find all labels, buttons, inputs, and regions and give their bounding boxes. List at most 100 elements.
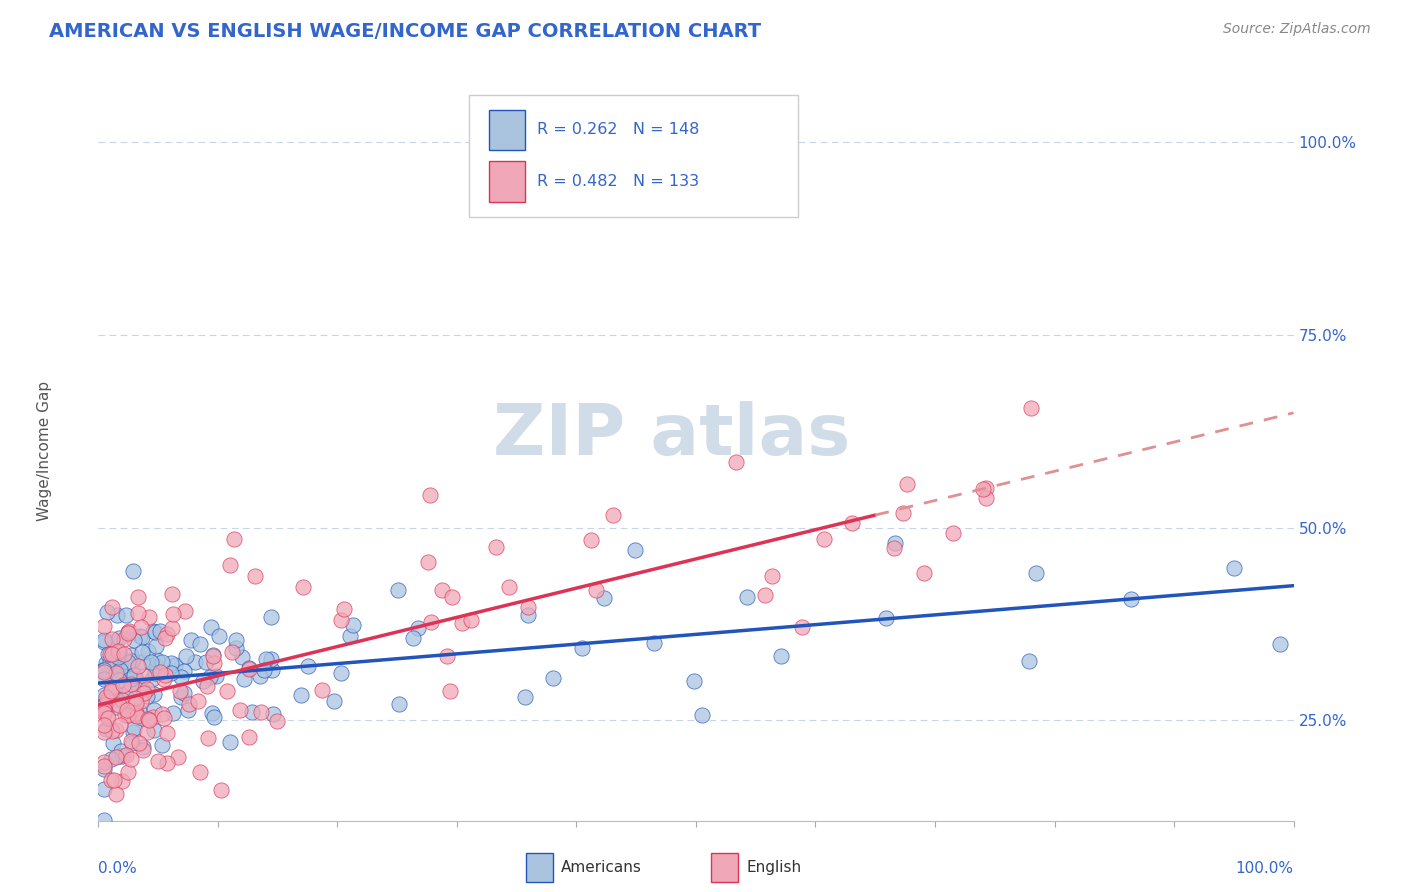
Bar <box>489 161 524 202</box>
Point <box>262 706 284 721</box>
Point <box>121 735 143 749</box>
Point <box>129 694 152 708</box>
Point <box>260 610 283 624</box>
Point <box>96 605 118 619</box>
Point <box>202 656 225 670</box>
Point <box>145 653 167 667</box>
Point <box>112 669 135 683</box>
Point <box>93 619 115 633</box>
Point <box>153 668 176 682</box>
Point <box>624 543 647 558</box>
FancyBboxPatch shape <box>470 95 797 218</box>
Point <box>156 627 179 641</box>
Point <box>225 641 247 656</box>
Point <box>122 671 145 685</box>
Point <box>884 535 907 549</box>
Point <box>229 703 252 717</box>
Point <box>93 762 115 776</box>
Point <box>406 621 429 635</box>
Point <box>101 685 124 699</box>
Point <box>451 615 474 630</box>
Point <box>117 624 139 639</box>
Point <box>240 705 263 719</box>
Point <box>159 666 181 681</box>
Point <box>149 624 172 639</box>
Point <box>1025 566 1047 581</box>
Point <box>517 608 540 623</box>
Text: English: English <box>747 860 801 875</box>
Point <box>131 655 153 669</box>
Point <box>94 698 117 712</box>
Point <box>114 669 136 683</box>
Point <box>132 743 155 757</box>
Point <box>108 663 131 677</box>
Point <box>875 611 897 625</box>
Point <box>266 714 288 728</box>
Point <box>125 672 148 686</box>
Point <box>132 686 155 700</box>
Point <box>602 508 624 522</box>
Point <box>124 706 146 720</box>
Point <box>93 701 115 715</box>
Point <box>402 631 425 645</box>
Point <box>160 587 183 601</box>
Point <box>219 558 242 573</box>
Point <box>972 482 994 496</box>
Point <box>97 691 120 706</box>
Point <box>93 688 115 702</box>
Point <box>128 736 150 750</box>
Point <box>162 706 184 720</box>
Point <box>128 628 150 642</box>
Point <box>120 672 142 686</box>
Point <box>841 516 863 530</box>
Point <box>124 668 146 682</box>
Point <box>131 645 153 659</box>
Point <box>682 673 704 688</box>
Point <box>93 662 115 676</box>
Point <box>138 610 160 624</box>
Point <box>107 698 129 713</box>
Point <box>117 703 139 717</box>
Point <box>201 648 224 663</box>
Point <box>770 649 793 664</box>
Point <box>419 488 441 502</box>
Point <box>117 655 139 669</box>
Point <box>184 656 207 670</box>
Point <box>101 680 124 694</box>
Point <box>122 725 145 739</box>
Point <box>585 583 607 598</box>
Text: R = 0.262   N = 148: R = 0.262 N = 148 <box>537 122 699 137</box>
Point <box>388 698 411 712</box>
Point <box>169 684 191 698</box>
Point <box>131 711 153 725</box>
Point <box>93 634 115 648</box>
Point <box>93 695 115 709</box>
Point <box>141 672 163 686</box>
Point <box>93 703 115 717</box>
Point <box>108 663 131 677</box>
Point <box>460 613 482 627</box>
Point <box>231 649 253 664</box>
Point <box>117 708 139 723</box>
Point <box>187 694 209 708</box>
Point <box>136 644 159 658</box>
Point <box>735 590 758 604</box>
Point <box>142 723 165 738</box>
Point <box>238 661 260 675</box>
Point <box>146 754 169 768</box>
Point <box>121 564 143 578</box>
Point <box>571 640 593 655</box>
Point <box>1021 401 1043 416</box>
Point <box>330 665 353 680</box>
Point <box>122 708 145 723</box>
Point <box>124 691 146 706</box>
Point <box>891 506 914 520</box>
Point <box>311 682 333 697</box>
Point <box>238 662 260 676</box>
Point <box>233 672 256 686</box>
Point <box>104 633 127 648</box>
Point <box>125 696 148 710</box>
Bar <box>526 854 554 881</box>
Point <box>117 626 139 640</box>
Point <box>1018 654 1040 668</box>
